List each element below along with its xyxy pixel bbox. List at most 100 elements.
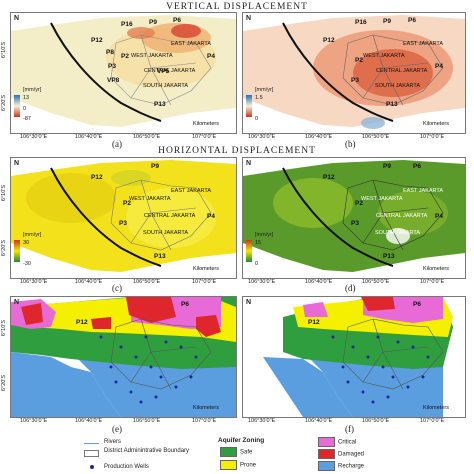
point-vp8-a: VP8 xyxy=(107,77,120,84)
caption-d: (d) xyxy=(345,283,356,293)
north-arrow-e: N xyxy=(14,299,20,306)
point-p16-b: P16 xyxy=(355,19,367,26)
region-east-a: EAST JAKARTA xyxy=(171,41,212,47)
legend-b-max: 1.5 xyxy=(255,95,263,101)
point-p6-e: P6 xyxy=(181,301,189,308)
caption-e: (e) xyxy=(112,424,122,434)
point-p3-b: P3 xyxy=(351,77,359,84)
caption-f: (f) xyxy=(345,424,354,434)
point-p16-a: P16 xyxy=(121,21,133,28)
vertical-displacement-title: VERTICAL DISPLACEMENT xyxy=(166,2,308,12)
aquifer-zoning-title: Aquifer Zoning xyxy=(218,437,265,444)
point-p13-b: P13 xyxy=(386,101,398,108)
point-p12-b: P12 xyxy=(323,37,335,44)
lon-label-b3: 106°50'0"E xyxy=(362,134,390,140)
region-central-b: CENTRAL JAKARTA xyxy=(376,68,428,74)
north-arrow-d: N xyxy=(246,160,252,167)
north-arrow-c: N xyxy=(14,160,20,167)
scale-text-e: Kilometers xyxy=(193,405,219,411)
prone-swatch xyxy=(220,460,237,470)
std-deviation-map-d xyxy=(243,158,465,278)
north-arrow-f: N xyxy=(246,299,252,306)
point-p4-c: P4 xyxy=(207,213,215,220)
legend-a-min: -87 xyxy=(23,116,31,122)
horizontal-displacement-map xyxy=(11,158,236,278)
region-west-b: WEST JAKARTA xyxy=(363,53,405,59)
map-panel-f: N P12 P6 Kilometers xyxy=(242,296,466,418)
well-symbol xyxy=(90,465,94,469)
legend-c-max: 30 xyxy=(23,240,30,246)
legend-c-unit: [mm/yr] xyxy=(23,232,42,238)
region-south-b: SOUTH JAKARTA xyxy=(375,83,421,89)
point-p3-c: P3 xyxy=(119,220,127,227)
region-south-d: SOUTH JAKARTA xyxy=(375,230,421,236)
aquifer-zoning-map-e xyxy=(11,297,236,417)
point-p2-b: P2 xyxy=(355,57,363,64)
map-panel-b: N P12 P2 P3 P4 P13 P16 P9 P6 WEST JAKART… xyxy=(242,12,466,134)
point-p3-d: P3 xyxy=(351,220,359,227)
lat-label-a2: 6°20'S xyxy=(1,95,7,112)
safe-swatch xyxy=(220,447,237,457)
legend-a-max: 13 xyxy=(23,95,30,101)
legend-c-min: -30 xyxy=(23,261,31,267)
north-arrow-a: N xyxy=(14,15,20,22)
lon-label-f4: 107°0'0"E xyxy=(420,418,445,424)
recharge-swatch xyxy=(318,461,335,471)
lon-label-c3: 106°50'0"E xyxy=(133,279,161,285)
scale-text-b: Kilometers xyxy=(423,121,449,127)
region-west-d: WEST JAKARTA xyxy=(361,196,403,202)
lon-label-f3: 106°50'0"E xyxy=(362,418,390,424)
region-east-c: EAST JAKARTA xyxy=(171,188,212,194)
point-p13-c: P13 xyxy=(154,253,166,260)
point-p9-d: P9 xyxy=(383,163,391,170)
aquifer-zoning-map-f xyxy=(243,297,465,417)
lon-label-b4: 107°0'0"E xyxy=(420,134,445,140)
legend-critical: Critical xyxy=(318,437,356,447)
lat-label-e1: 6°10'S xyxy=(1,320,7,337)
point-p9-a: P9 xyxy=(149,19,157,26)
lon-label-d2: 106°40'0"E xyxy=(305,279,333,285)
lon-label-f1: 106°30'0"E xyxy=(248,418,276,424)
point-p12-d: P12 xyxy=(323,174,335,181)
point-p6-f: P6 xyxy=(413,301,421,308)
map-panel-e: N P12 P6 Kilometers xyxy=(10,296,237,418)
point-p12-f: P12 xyxy=(308,319,320,326)
point-p4-b: P4 xyxy=(435,63,443,70)
point-vp5-a: VP5 xyxy=(157,68,170,75)
critical-swatch xyxy=(318,437,335,447)
region-west-a: WEST JAKARTA xyxy=(131,53,173,59)
lon-label-b2: 106°40'0"E xyxy=(305,134,333,140)
legend-prone-label: Prone xyxy=(240,462,257,469)
legend-a-unit: [mm/yr] xyxy=(23,87,42,93)
region-east-b: EAST JAKARTA xyxy=(403,41,444,47)
horizontal-displacement-title: HORIZONTAL DISPLACEMENT xyxy=(158,146,316,156)
lon-label-d4: 107°0'0"E xyxy=(420,279,445,285)
lon-label-e4: 107°0'0"E xyxy=(192,418,217,424)
point-p13-d: P13 xyxy=(383,253,395,260)
legend-boundary: District Adminintrative Boundary xyxy=(104,448,190,454)
north-arrow-b: N xyxy=(246,15,252,22)
region-central-d: CENTRAL JAKARTA xyxy=(376,213,428,219)
legend-recharge: Recharge xyxy=(318,461,364,471)
lon-label-b1: 106°30'0"E xyxy=(248,134,276,140)
std-colorbar-d xyxy=(246,240,252,262)
legend-b-min: 0 xyxy=(255,116,259,122)
point-p2-d: P2 xyxy=(355,200,363,207)
point-p2-c: P2 xyxy=(123,200,131,207)
point-p2-a: P2 xyxy=(121,53,129,60)
scale-text-f: Kilometers xyxy=(423,405,449,411)
lon-label-c4: 107°0'0"E xyxy=(192,279,217,285)
region-central-a: CENTRAL JAKARTA xyxy=(144,68,196,74)
damaged-swatch xyxy=(318,449,335,459)
point-p6-a: P6 xyxy=(173,17,181,24)
lon-label-f2: 106°40'0"E xyxy=(305,418,333,424)
point-p9-c: P9 xyxy=(151,163,159,170)
point-p12-c: P12 xyxy=(91,174,103,181)
map-panel-c: N P12 P2 P3 P4 P13 P9 WEST JAKARTA CENTR… xyxy=(10,157,237,279)
rivers-symbol xyxy=(84,443,99,444)
legend-safe-label: Safe xyxy=(240,449,253,456)
legend-prone: Prone xyxy=(220,460,256,470)
scale-text-c: Kilometers xyxy=(193,266,219,272)
lat-label-a1: 6°10'S xyxy=(1,42,7,59)
caption-b: (b) xyxy=(345,139,356,149)
